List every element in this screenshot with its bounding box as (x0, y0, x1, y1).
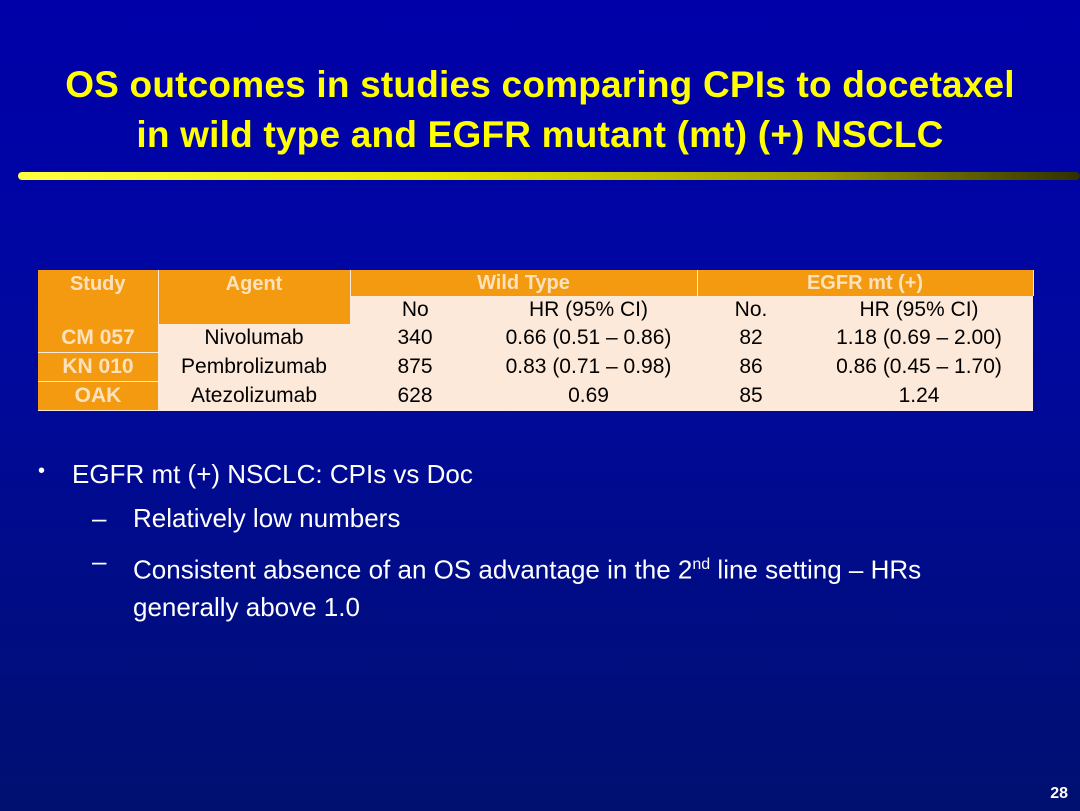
title-line: OS outcomes in studies comparing CPIs to… (65, 64, 1015, 105)
page-number: 28 (1050, 785, 1068, 802)
table-row: KN 010 Pembrolizumab 875 0.83 (0.71 – 0.98)… (38, 352, 1034, 382)
sub-bullet: Relatively low numbers (133, 503, 401, 533)
data-cell: 628 (350, 381, 480, 411)
header-cell: Wild Type (350, 270, 698, 296)
data-cell: Atezolizumab (158, 381, 350, 411)
bullet-dot: • (38, 460, 46, 482)
data-cell: 85 (697, 381, 806, 411)
table-body: CM 057 Nivolumab 340 0.66 (0.51 – 0.86) 82 1.… (38, 324, 1034, 411)
subheader-cell: No (350, 296, 480, 324)
subheader-cell: HR (95% CI) (805, 296, 1034, 324)
data-cell: 0.83 (0.71 – 0.98) (480, 352, 698, 382)
data-cell: 1.24 (805, 381, 1034, 411)
data-cell: 0.66 (0.51 – 0.86) (480, 324, 698, 353)
title-rule (18, 172, 1080, 180)
header-cell: Study (38, 270, 159, 324)
header-cell: Agent (158, 270, 351, 324)
subheader-row: No HR (95% CI) No. HR (95% CI) (38, 296, 1034, 324)
study-cell: CM 057 (38, 324, 158, 353)
subheader-cell: HR (95% CI) (480, 296, 698, 324)
dash: – (92, 503, 107, 533)
data-cell: Pembrolizumab (158, 352, 350, 382)
superscript: nd (692, 556, 711, 573)
bullet: EGFR mt (+) NSCLC: CPIs vs Doc (72, 459, 473, 489)
sub-bullet: Consistent absence of an OS advantage in… (133, 546, 1003, 626)
text: Consistent absence of an OS advantage in… (133, 554, 693, 585)
header-cell: EGFR mt (+) (697, 270, 1034, 296)
data-cell: 82 (697, 324, 806, 353)
data-cell: 1.18 (0.69 – 2.00) (805, 324, 1034, 353)
text: line setting – HRs generally above 1.0 (133, 554, 922, 622)
title-line: in wild type and EGFR mutant (mt) (+) NS… (136, 114, 944, 155)
table-row: CM 057 Nivolumab 340 0.66 (0.51 – 0.86) 82 1.… (38, 324, 1034, 353)
data-cell: 340 (350, 324, 480, 353)
data-cell: 875 (350, 352, 480, 382)
study-cell: OAK (38, 381, 158, 411)
dash: – (92, 546, 107, 576)
data-cell: 0.69 (480, 381, 698, 411)
header-row: Study Agent Wild Type EGFR mt (+) (38, 270, 1034, 324)
table-row: OAK Atezolizumab 628 0.69 85 1.24 (38, 381, 1034, 411)
data-cell: 86 (697, 352, 806, 382)
results-table: Study Agent Wild Type EGFR mt (+) No HR (… (38, 270, 1034, 411)
data-cell: 0.86 (0.45 – 1.70) (805, 352, 1034, 382)
data-cell: Nivolumab (158, 324, 350, 353)
study-cell: KN 010 (38, 352, 158, 382)
subheader-cell: No. (697, 296, 806, 324)
